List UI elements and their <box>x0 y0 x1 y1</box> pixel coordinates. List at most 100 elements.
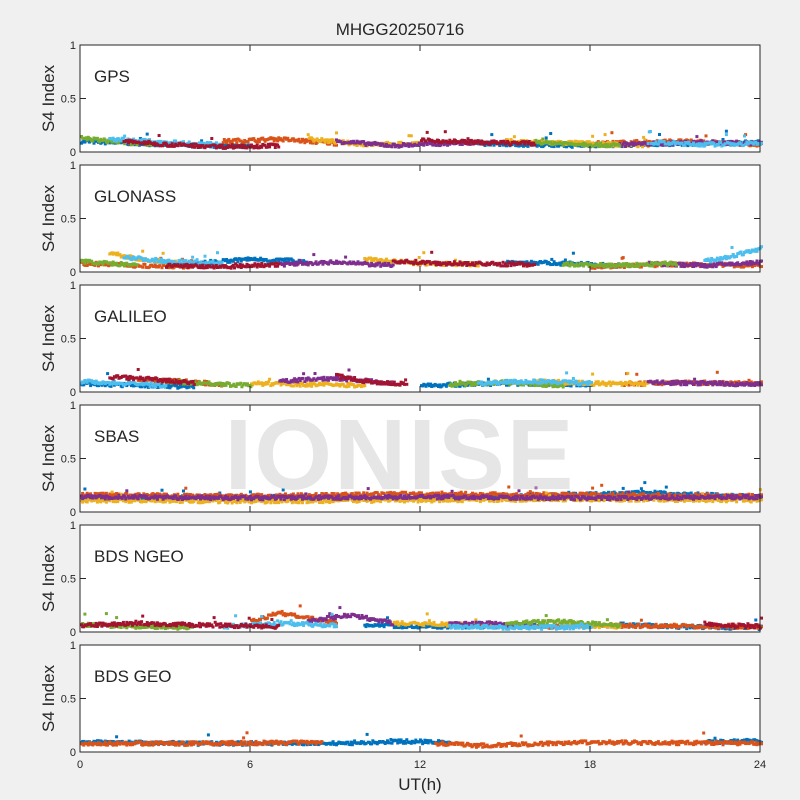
data-point <box>188 382 192 386</box>
data-point <box>639 265 643 269</box>
data-point <box>312 377 316 381</box>
data-point <box>675 382 678 386</box>
data-point <box>739 250 743 254</box>
data-point <box>213 383 217 387</box>
data-point <box>80 135 83 138</box>
data-point <box>313 372 317 375</box>
data-point <box>363 142 367 146</box>
data-point <box>602 145 606 148</box>
data-point <box>645 261 649 265</box>
data-point <box>626 265 630 269</box>
data-point <box>268 145 272 149</box>
data-point <box>622 266 626 269</box>
data-point <box>281 257 285 261</box>
data-point <box>714 141 718 144</box>
data-point <box>680 264 684 268</box>
data-point <box>605 265 609 269</box>
data-point <box>209 140 213 144</box>
data-point <box>604 145 608 149</box>
data-point <box>236 260 240 264</box>
data-point <box>281 139 285 143</box>
data-point <box>158 264 162 268</box>
data-point <box>348 260 352 264</box>
data-point <box>126 375 130 379</box>
data-point <box>698 144 702 148</box>
data-point <box>235 141 239 145</box>
data-point <box>489 141 493 145</box>
data-point <box>97 262 100 266</box>
data-point <box>207 380 211 384</box>
data-point <box>123 264 127 268</box>
data-point <box>610 131 614 135</box>
data-point <box>269 384 273 388</box>
data-point <box>85 138 89 142</box>
data-point <box>682 144 686 147</box>
data-point <box>192 383 196 387</box>
data-point <box>370 143 374 147</box>
data-point <box>205 380 209 383</box>
data-point <box>568 264 572 268</box>
data-point <box>422 251 426 255</box>
data-point <box>575 380 579 384</box>
data-point <box>424 139 428 143</box>
data-point <box>366 378 370 382</box>
data-point <box>673 261 677 265</box>
data-point <box>608 262 612 266</box>
data-point <box>689 138 693 142</box>
data-point <box>376 382 380 386</box>
data-point <box>550 257 554 261</box>
data-point <box>492 139 496 143</box>
data-point <box>463 382 467 386</box>
data-point <box>284 380 287 383</box>
data-point <box>549 140 553 144</box>
data-point <box>667 141 671 145</box>
data-point <box>233 266 236 270</box>
data-point <box>252 264 256 268</box>
data-point <box>284 257 287 261</box>
data-point <box>100 383 104 387</box>
data-point <box>491 141 495 145</box>
data-point <box>429 262 433 266</box>
data-point <box>641 381 644 385</box>
data-point <box>311 137 315 141</box>
data-point <box>482 142 486 146</box>
data-point <box>187 140 191 144</box>
data-point <box>239 259 243 263</box>
data-point <box>755 383 759 387</box>
data-point <box>111 382 115 386</box>
data-point <box>560 383 564 387</box>
data-point <box>709 262 712 265</box>
data-point <box>603 381 607 385</box>
data-point <box>369 264 372 268</box>
data-point <box>254 263 258 267</box>
data-point <box>438 261 442 265</box>
data-point <box>498 261 502 265</box>
data-point <box>218 260 222 264</box>
data-point <box>648 264 652 268</box>
data-point <box>228 260 232 264</box>
data-point <box>178 141 182 145</box>
data-point <box>501 260 505 264</box>
data-point <box>563 379 567 383</box>
data-point <box>656 142 660 146</box>
data-point <box>643 384 647 387</box>
data-point <box>192 386 196 390</box>
data-point <box>352 377 355 381</box>
data-point <box>95 136 99 140</box>
data-point <box>188 144 192 148</box>
data-point <box>551 263 555 266</box>
series-7 <box>165 250 537 270</box>
data-point <box>174 139 178 143</box>
data-point <box>448 138 452 142</box>
data-point <box>648 130 652 133</box>
data-point <box>197 380 201 384</box>
data-point <box>298 379 302 382</box>
data-point <box>380 258 384 262</box>
data-point <box>189 261 193 265</box>
data-point <box>508 261 512 264</box>
data-point <box>97 264 100 268</box>
data-point <box>737 380 741 384</box>
data-point <box>245 262 249 266</box>
data-point <box>460 143 464 146</box>
